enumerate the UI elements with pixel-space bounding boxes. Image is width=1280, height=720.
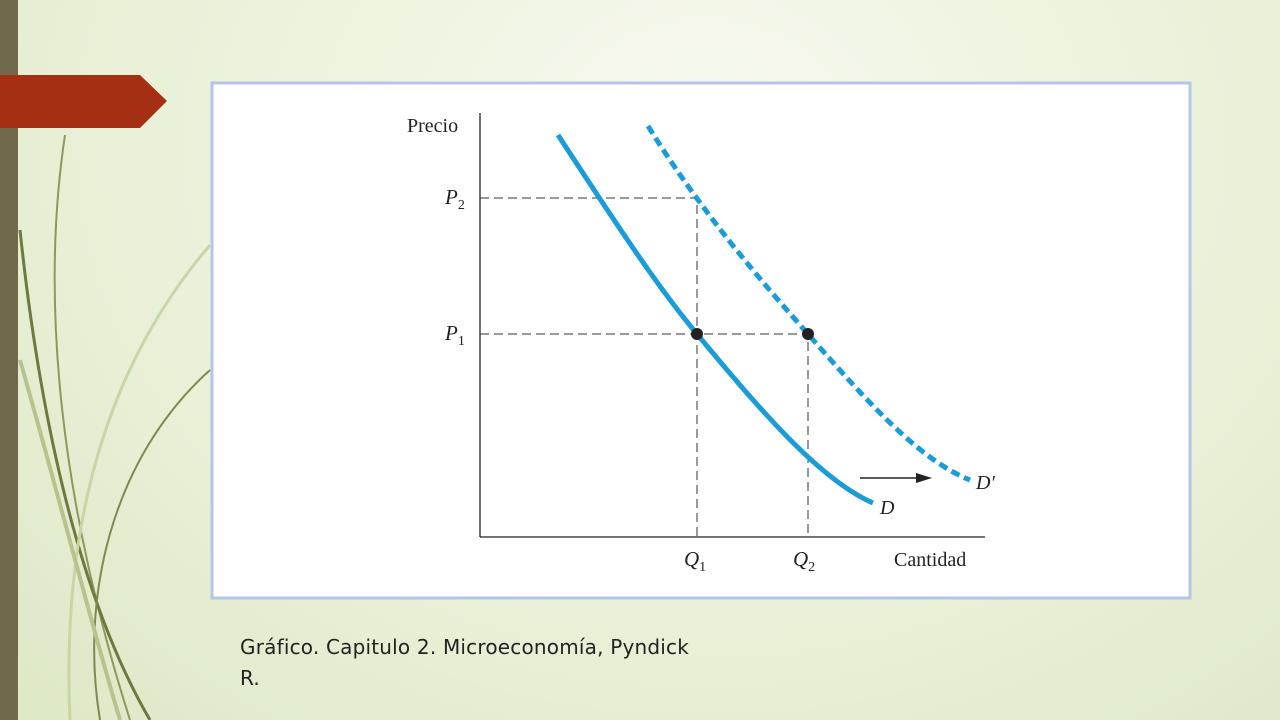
point	[802, 328, 814, 340]
side-bar	[0, 0, 18, 720]
diagram: Precio Cantidad P2 P1 Q1 Q2 D D′	[407, 113, 995, 575]
y-tick-label: P1	[444, 321, 465, 349]
y-tick-label: P2	[444, 185, 465, 213]
shifted-demand-curve	[645, 124, 971, 483]
curve-label: D′	[975, 472, 995, 494]
decoration	[18, 134, 212, 720]
x-tick-label: Q1	[684, 547, 706, 575]
title-tab	[0, 75, 167, 128]
curve-label: D	[879, 497, 895, 519]
point	[691, 328, 703, 340]
x-axis-label: Cantidad	[894, 549, 966, 571]
arrow-head	[916, 473, 932, 483]
caption: Gráfico. Capitulo 2. Microeconomía, Pynd…	[240, 635, 690, 690]
x-tick-label: Q2	[793, 547, 815, 575]
y-axis-label: Precio	[407, 115, 458, 137]
